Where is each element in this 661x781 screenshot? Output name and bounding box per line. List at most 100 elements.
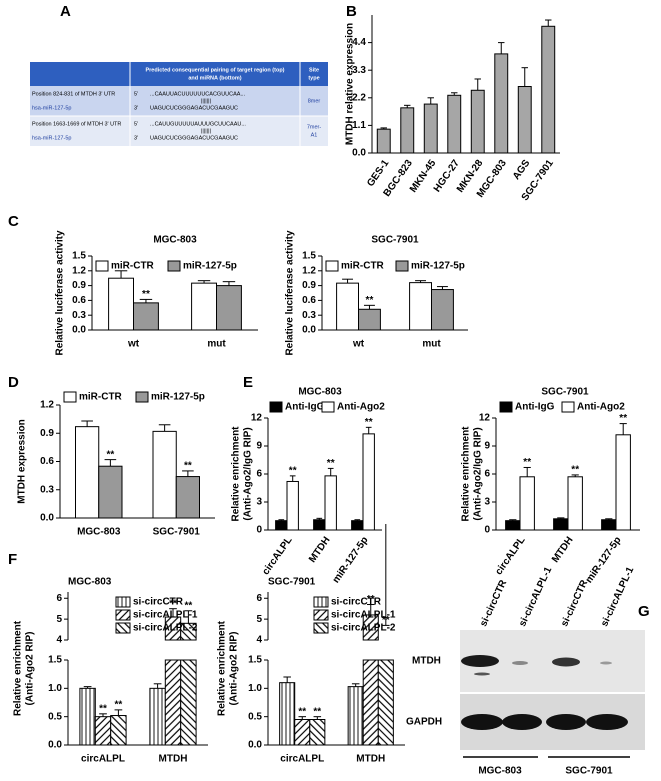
y-axis-label: MTDH relative expression [345, 23, 356, 145]
bar [313, 519, 326, 531]
y-tick-label: 0.6 [40, 456, 54, 467]
bar [347, 686, 364, 746]
significance-label: ** [169, 598, 177, 609]
bar [152, 430, 177, 519]
bar [79, 687, 96, 746]
y-tick-label: 6 [256, 593, 262, 604]
x-tick-label: SGC-7901 [153, 527, 201, 538]
y-tick-label: 0.5 [248, 711, 262, 722]
y-tick-label: 4.4 [352, 37, 366, 48]
bar [362, 659, 379, 746]
legend-swatch [321, 401, 335, 413]
legend-label: Anti-IgG [285, 402, 325, 413]
legend-swatch [313, 596, 329, 608]
bar [519, 476, 535, 531]
band [546, 714, 586, 730]
table-cell: Position 1663-1669 of MTDH 3' UTR [32, 121, 121, 127]
band [512, 661, 528, 665]
band [552, 657, 580, 667]
y-axis-label: Relative luciferase activity [55, 230, 66, 356]
mirna-table: A Predicted consequential pairing of tar… [30, 3, 328, 146]
y-axis-label: MTDH expression [17, 419, 28, 503]
x-tick-label: MTDH [159, 754, 188, 765]
legend-swatch [135, 391, 149, 403]
y-tick-label: 1.5 [48, 655, 62, 666]
y-axis-label: (Anti-Ago2/IgG RIP) [243, 427, 254, 520]
y-tick-label: 1.2 [72, 265, 86, 276]
panel-label: A [60, 3, 71, 20]
y-tick-label: 3.3 [352, 65, 366, 76]
x-tick-label: wt [352, 339, 365, 350]
table-row [30, 86, 328, 116]
y-tick-label: 9 [484, 441, 490, 452]
bar [541, 25, 556, 154]
bar [94, 716, 112, 746]
bar [615, 434, 631, 531]
legend-label: miR-CTR [79, 392, 123, 403]
y-tick-label: 0.0 [302, 325, 316, 336]
chart-title: MGC-803 [153, 235, 197, 246]
lane-label: si-circALPL-1 [517, 565, 554, 628]
table-cell: ...CAAUUACUUUUUUCACGUUCAA... [150, 91, 246, 97]
y-tick-label: 12 [251, 413, 263, 424]
x-tick-label: wt [127, 339, 140, 350]
table-cell: hsa-miR-127-5p [32, 105, 71, 111]
bar [505, 520, 521, 531]
y-tick-label: 1.1 [352, 120, 366, 131]
significance-label: ** [327, 458, 335, 469]
y-axis-label: Relative enrichment [231, 426, 242, 522]
x-tick-label: circALPL [260, 535, 294, 577]
legend-label: miR-127-5p [183, 261, 237, 272]
lane-label: si-circCTR [478, 578, 509, 629]
bar [447, 94, 462, 154]
bar [164, 659, 182, 746]
y-axis-label: (Anti-Ago2/IgG RIP) [473, 427, 484, 520]
x-tick-label: MTDH [356, 754, 385, 765]
bar [309, 719, 326, 746]
legend-label: miR-CTR [341, 261, 385, 272]
y-axis-label: Relative luciferase activity [285, 230, 296, 356]
bar [286, 480, 299, 531]
band [502, 714, 542, 730]
legend-swatch [325, 260, 339, 272]
significance-label: ** [523, 457, 531, 468]
table-cell: 3' [134, 105, 138, 111]
significance-label: ** [313, 706, 321, 717]
y-tick-label: 2.2 [352, 92, 366, 103]
band [600, 661, 612, 665]
table-cell: ||||||| [201, 98, 211, 104]
table-cell: 3' [134, 135, 138, 141]
band [461, 714, 503, 730]
significance-label: ** [142, 289, 150, 300]
y-tick-label: 3 [484, 497, 490, 508]
bar [494, 53, 509, 154]
y-tick-label: 1.5 [72, 251, 86, 262]
band [461, 655, 499, 667]
table-header-cell: and miRNA (bottom) [188, 75, 241, 81]
y-tick-label: 0.6 [302, 295, 316, 306]
row-label: GAPDH [406, 717, 442, 728]
legend-swatch [313, 622, 329, 634]
legend-label: si-circALPL-2 [133, 623, 198, 634]
significance-label: ** [289, 466, 297, 477]
table-cell: 5' [134, 91, 138, 97]
table-cell: 8mer [308, 98, 321, 104]
legend-label: Anti-Ago2 [577, 402, 625, 413]
y-tick-label: 1.0 [48, 683, 62, 694]
y-tick-label: 5 [256, 614, 262, 625]
x-tick-label: MTDH [550, 535, 576, 565]
x-tick-label: miR-127-5p [331, 535, 371, 585]
row-label: MTDH [412, 656, 441, 667]
y-tick-label: 0.0 [352, 148, 366, 159]
legend-label: si-circALPL-1 [331, 610, 396, 621]
legend-swatch [115, 596, 131, 608]
x-tick-label: circALPL [280, 754, 324, 765]
significance-label: ** [99, 703, 107, 714]
bar [191, 282, 218, 331]
bar [336, 282, 360, 331]
significance-label: ** [106, 449, 114, 460]
y-tick-label: 0 [484, 525, 490, 536]
legend-swatch [167, 260, 181, 272]
legend-label: si-circALPL-1 [133, 610, 198, 621]
y-tick-label: 0.0 [48, 740, 62, 751]
